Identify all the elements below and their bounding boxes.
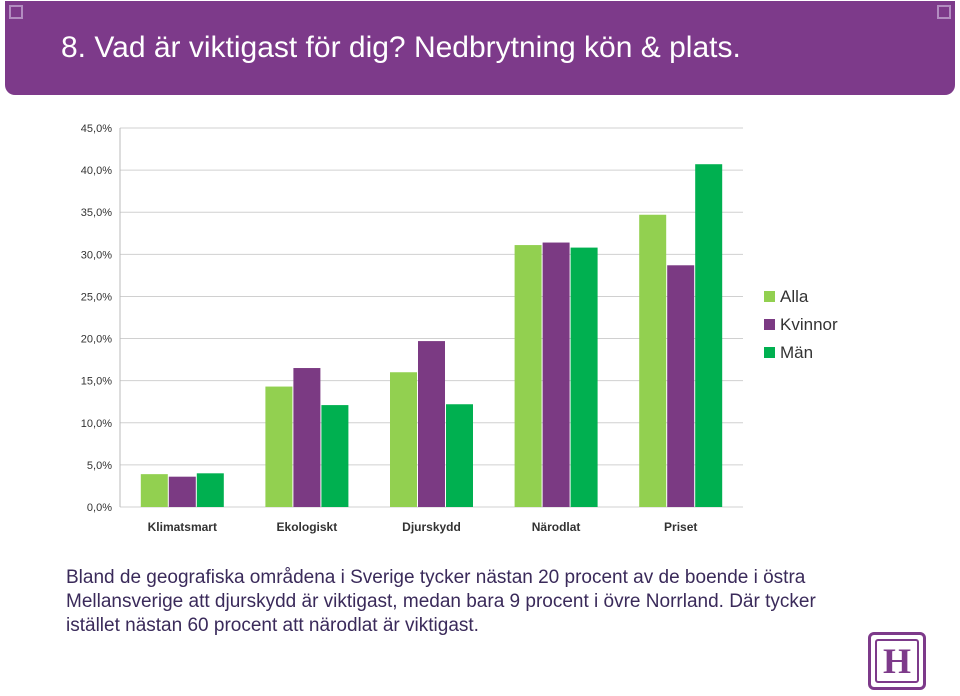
y-tick-label: 20,0% — [81, 334, 112, 346]
corner-decoration — [937, 5, 951, 19]
h-logo: H — [868, 632, 926, 690]
bar-män — [446, 404, 473, 507]
bar-män — [695, 164, 723, 507]
bar-kvinnor — [418, 341, 445, 507]
legend-swatch — [764, 291, 775, 302]
x-tick-label: Djurskydd — [402, 520, 461, 534]
bar-alla — [514, 245, 542, 507]
legend-label: Kvinnor — [780, 315, 838, 334]
body-paragraph: Bland de geografiska områdena i Sverige … — [66, 567, 816, 636]
x-tick-label: Närodlat — [532, 520, 581, 534]
legend-label: Alla — [780, 287, 809, 306]
bar-män — [321, 405, 349, 507]
bar-alla — [265, 386, 293, 507]
y-tick-label: 15,0% — [81, 376, 112, 388]
bar-alla — [140, 474, 168, 507]
bar-män — [570, 247, 598, 507]
y-tick-label: 40,0% — [81, 165, 112, 177]
bar-chart: 0,0% 5,0% 10,0% 15,0% 20,0% 25,0% 30,0% 35,0% 40… — [81, 123, 838, 534]
bar-kvinnor — [542, 242, 570, 507]
x-tick-label: Klimatsmart — [148, 520, 217, 534]
y-tick-label: 25,0% — [81, 291, 112, 303]
y-tick-label: 10,0% — [81, 418, 112, 430]
bar-kvinnor — [293, 368, 321, 507]
legend-swatch — [764, 347, 775, 358]
logo-letter: H — [875, 639, 919, 683]
y-tick-label: 0,0% — [87, 502, 112, 514]
legend-label: Män — [780, 343, 813, 362]
title-banner: 8. Vad är viktigast för dig? Nedbrytning… — [5, 1, 955, 95]
bar-alla — [390, 372, 417, 507]
bar-män — [196, 473, 224, 507]
legend-swatch — [764, 319, 775, 330]
page-title: 8. Vad är viktigast för dig? Nedbrytning… — [61, 31, 741, 64]
bar-kvinnor — [168, 476, 196, 507]
y-tick-label: 45,0% — [81, 123, 112, 135]
bar-alla — [639, 214, 667, 507]
corner-decoration — [9, 5, 23, 19]
y-tick-label: 30,0% — [81, 249, 112, 261]
bar-kvinnor — [667, 265, 695, 507]
x-tick-label: Priset — [664, 520, 697, 534]
y-tick-label: 5,0% — [87, 460, 112, 472]
x-tick-label: Ekologiskt — [277, 520, 338, 534]
y-tick-label: 35,0% — [81, 207, 112, 219]
